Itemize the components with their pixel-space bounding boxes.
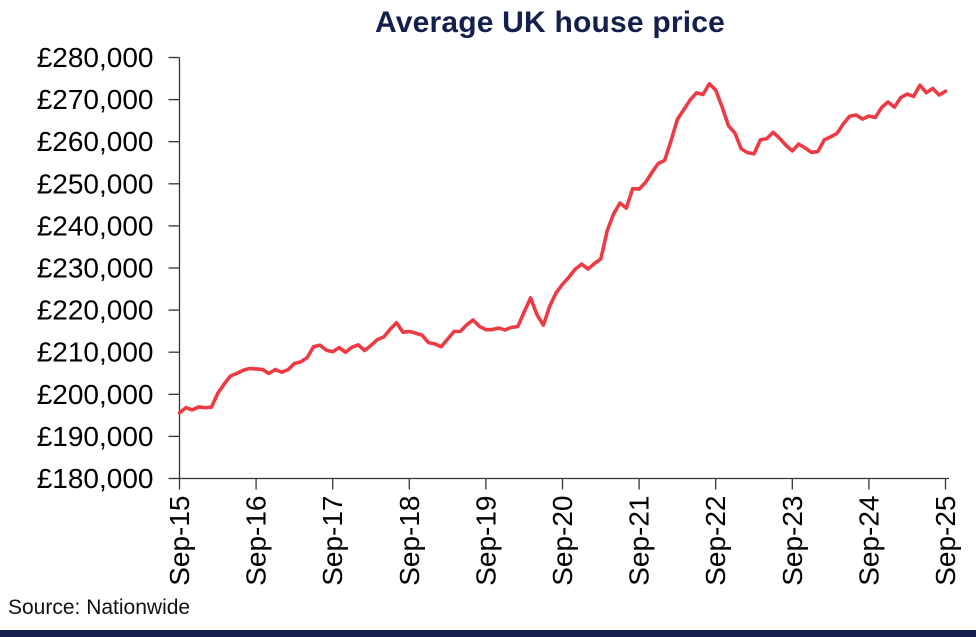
source-label: Source: Nationwide [8,596,191,619]
y-tick-label: £220,000 [37,295,154,326]
y-tick-label: £230,000 [37,253,154,284]
x-tick-label: Sep-23 [777,496,808,586]
x-tick-label: Sep-22 [700,496,731,586]
x-tick-label: Sep-25 [930,496,961,586]
price-line-series [177,82,948,415]
y-tick-label: £200,000 [37,379,154,410]
y-tick-label: £280,000 [37,42,154,73]
y-tick-label: £180,000 [37,463,154,494]
y-tick-label: £190,000 [37,421,154,452]
y-tick-label: £270,000 [37,84,154,115]
y-tick-label: £210,000 [37,337,154,368]
y-tick-label: £240,000 [37,210,154,241]
x-tick-label: Sep-21 [624,496,655,586]
x-tick-label: Sep-17 [317,496,348,586]
bottom-brand-bar [0,630,976,637]
x-tick-label: Sep-16 [241,496,272,586]
chart-title: Average UK house price [374,6,726,39]
y-tick-label: £250,000 [37,168,154,199]
x-tick-label: Sep-15 [164,496,195,586]
x-tick-label: Sep-24 [853,496,884,586]
x-tick-label: Sep-18 [394,496,425,586]
x-tick-label: Sep-20 [547,496,578,586]
y-tick-label: £260,000 [37,126,154,157]
x-tick-label: Sep-19 [470,496,501,586]
line-chart: £180,000 £190,000 £200,000 £210,000 £220,000… [37,42,961,586]
